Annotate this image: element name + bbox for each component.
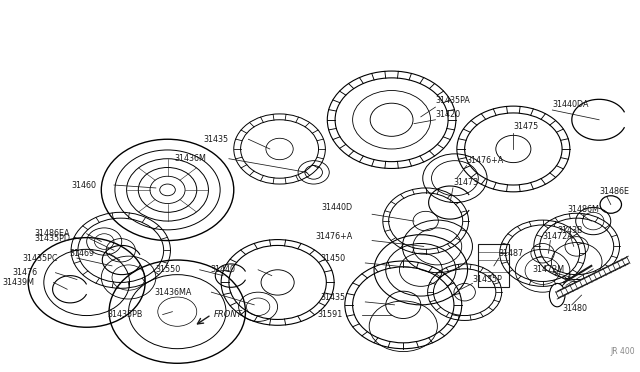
Text: 31472A: 31472A [543,232,573,241]
Text: 31420: 31420 [435,110,461,119]
Text: 31435PC: 31435PC [22,254,58,263]
Text: 3143B: 3143B [557,226,582,235]
Text: 31460: 31460 [72,180,97,189]
Text: 31487: 31487 [499,249,524,258]
Text: 31480: 31480 [562,304,587,313]
Text: FRONT: FRONT [213,310,242,319]
Text: 31486E: 31486E [599,187,629,196]
Text: 31439M: 31439M [2,278,34,287]
Text: JR 400: JR 400 [611,346,635,356]
Text: 31475: 31475 [513,122,539,131]
Text: 31440DA: 31440DA [552,100,589,109]
Text: 31476: 31476 [13,268,38,277]
Text: 31435: 31435 [321,292,346,302]
Text: 31591: 31591 [317,310,343,319]
Text: 31476+A: 31476+A [316,232,353,241]
Bar [478,244,509,287]
Text: 31486M: 31486M [567,205,599,214]
Ellipse shape [549,283,565,307]
Text: 31476+A: 31476+A [467,156,504,165]
Text: 31550: 31550 [155,265,180,274]
Text: 31435PD: 31435PD [34,234,70,243]
Text: 31436MA: 31436MA [154,288,192,297]
Text: 31472M: 31472M [533,265,565,274]
Text: 31486EA: 31486EA [35,229,70,238]
Text: 31440: 31440 [211,265,236,274]
Text: 31440D: 31440D [321,203,353,212]
Text: 31450: 31450 [321,254,346,263]
Text: 31435PA: 31435PA [435,96,470,105]
Text: 31435P: 31435P [472,275,502,284]
Text: 31435PB: 31435PB [108,310,143,319]
Text: 31473: 31473 [453,177,478,187]
Text: 31436M: 31436M [175,154,207,163]
Text: 31469: 31469 [69,249,95,258]
Text: 31435: 31435 [204,135,229,144]
